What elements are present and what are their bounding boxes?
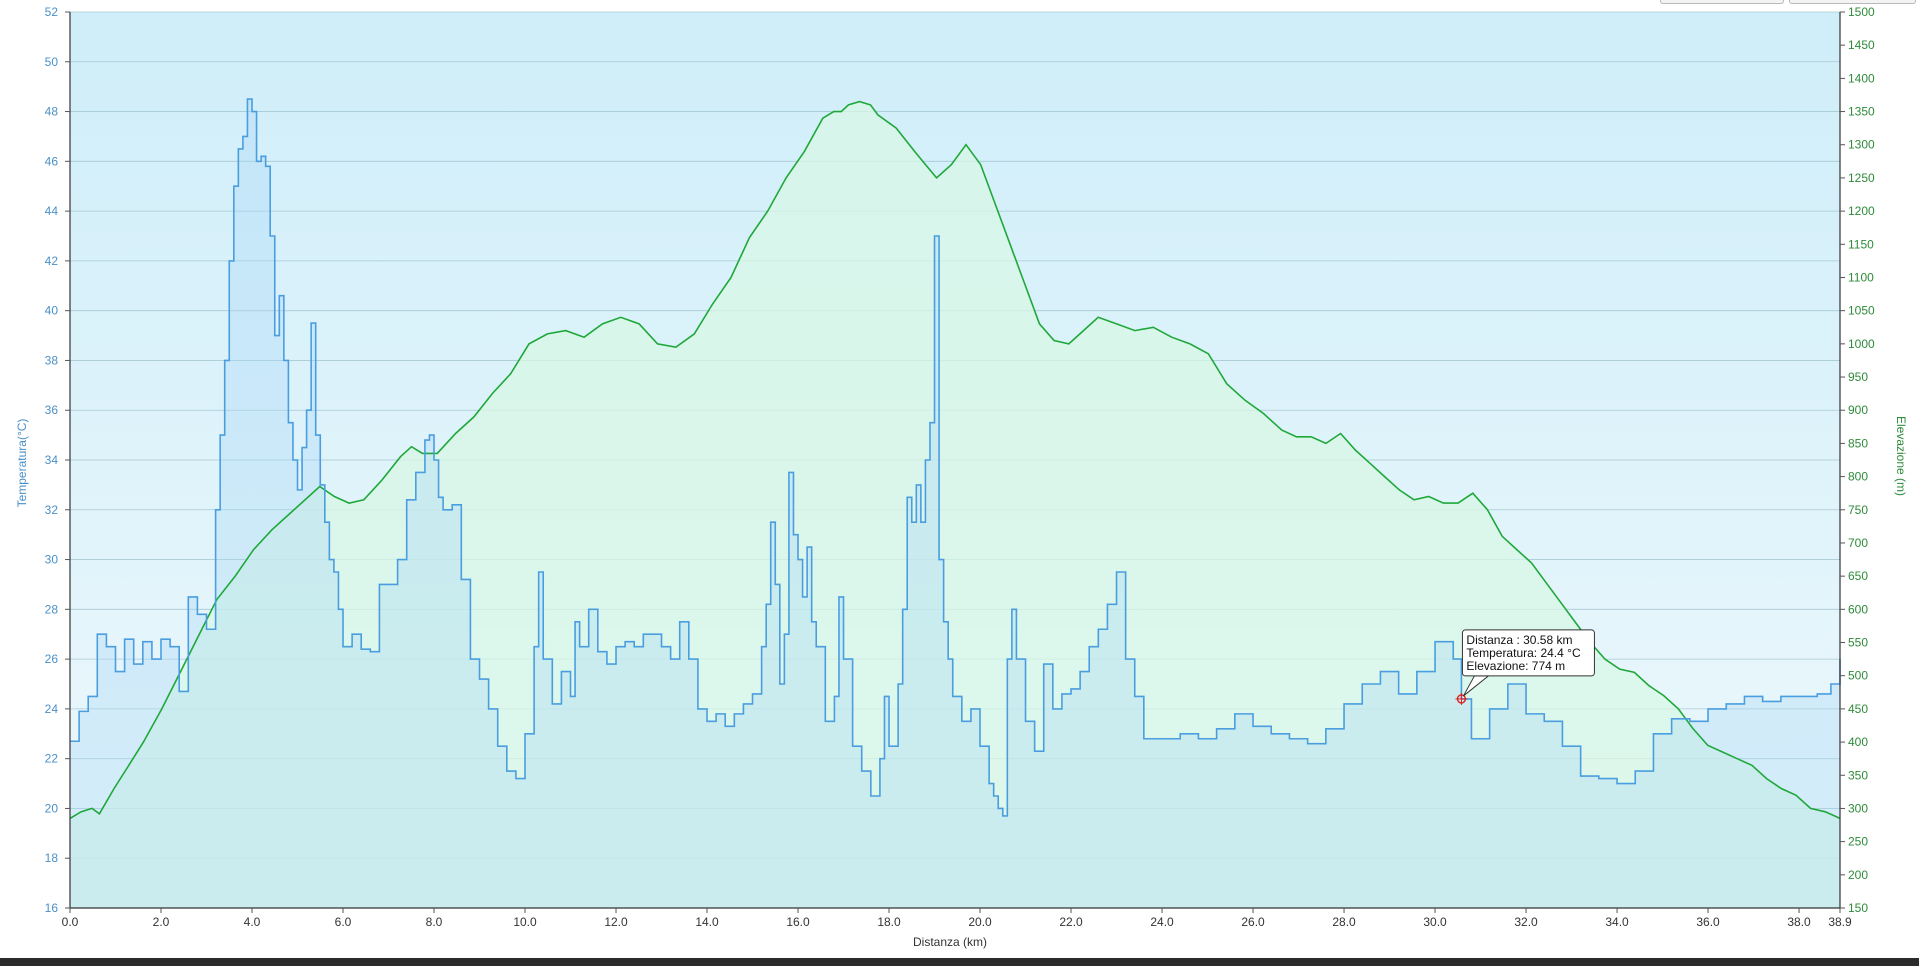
tick-label-x: 0.0 [62,915,79,929]
tick-label-right: 550 [1848,636,1868,650]
tick-label-right: 300 [1848,801,1868,815]
tick-label-left: 48 [45,105,59,119]
tick-label-right: 1050 [1848,304,1875,318]
tooltip-distance: Distanza : 30.58 km [1466,633,1572,647]
tick-label-x: 2.0 [153,915,170,929]
tick-label-x: 28.0 [1332,915,1356,929]
tick-label-x: 36.0 [1696,915,1720,929]
tick-label-left: 24 [45,702,59,716]
tick-label-right: 350 [1848,768,1868,782]
left-axis-ticks: 16 18 20 22 24 26 28 30 32 34 36 38 40 42 44 46 48 50 52 [45,5,70,915]
tick-label-right: 1500 [1848,5,1875,19]
tick-label-right: 250 [1848,835,1868,849]
tick-label-x: 18.0 [877,915,901,929]
elevation-area [70,101,1840,909]
x-axis-ticks: 0.0 2.0 4.0 6.0 8.0 10.0 12.0 14.0 16.0 18.0 20.0 2… [62,908,1852,929]
temperature-line[interactable] [70,98,1841,817]
tick-label-x: 38.0 [1787,915,1811,929]
tick-label-right: 450 [1848,702,1868,716]
left-axis-title: Temperatura(°C) [15,419,29,508]
right-axis-ticks: 150 200 250 300 350 400 450 500 550 600 650 700 750 8… [1840,5,1875,915]
tick-label-right: 600 [1848,602,1868,616]
tick-label-right: 650 [1848,569,1868,583]
tick-label-right: 900 [1848,403,1868,417]
tick-label-x: 6.0 [335,915,352,929]
tick-label-x: 20.0 [968,915,992,929]
tick-label-x: 8.0 [426,915,443,929]
tick-label-left: 50 [45,55,59,69]
tick-label-left: 16 [45,901,59,915]
elevation-line[interactable] [69,100,1841,820]
tick-label-right: 1350 [1848,105,1875,119]
tick-label-right: 400 [1848,735,1868,749]
tick-label-x: 24.0 [1150,915,1174,929]
bottom-bar [0,958,1919,966]
tick-label-right: 850 [1848,436,1868,450]
tick-label-right: 1200 [1848,204,1875,218]
tick-label-left: 42 [45,254,59,268]
tick-label-right: 1250 [1848,171,1875,185]
tooltip-elevation: Elevazione: 774 m [1466,659,1565,673]
tick-label-right: 750 [1848,503,1868,517]
tick-label-left: 18 [45,851,59,865]
tick-label-x: 22.0 [1059,915,1083,929]
tooltip-temperature: Temperatura: 24.4 °C [1466,646,1581,660]
tick-label-x: 38.9 [1828,915,1852,929]
tick-label-right: 1000 [1848,337,1875,351]
tick-label-x: 26.0 [1241,915,1265,929]
tick-label-right: 800 [1848,470,1868,484]
toolbar-button-left[interactable] [1660,0,1784,4]
tick-label-x: 32.0 [1514,915,1538,929]
tick-label-left: 32 [45,503,59,517]
tick-label-left: 40 [45,304,59,318]
tick-label-x: 12.0 [604,915,628,929]
tick-label-right: 1400 [1848,71,1875,85]
tick-label-left: 46 [45,154,59,168]
tick-label-left: 28 [45,602,59,616]
tick-label-left: 52 [45,5,59,19]
toolbar-button-right[interactable] [1789,0,1916,4]
tick-label-right: 1100 [1848,270,1874,284]
tick-label-x: 10.0 [513,915,537,929]
tick-label-left: 22 [45,752,59,766]
tick-label-right: 1150 [1848,237,1874,251]
tick-label-x: 4.0 [244,915,261,929]
tick-label-right: 700 [1848,536,1868,550]
tick-label-left: 36 [45,403,59,417]
tick-label-right: 200 [1848,868,1868,882]
tooltip-box [1461,629,1595,677]
tick-label-x: 16.0 [786,915,810,929]
tick-label-left: 26 [45,652,59,666]
tick-label-right: 1450 [1848,38,1875,52]
tick-label-left: 38 [45,353,59,367]
temperature-area [70,99,1840,909]
tick-label-left: 20 [45,801,59,815]
right-axis-title: Elevazione (m) [1894,416,1908,496]
tick-label-left: 34 [45,453,59,467]
tick-label-right: 1300 [1848,138,1875,152]
tick-label-right: 500 [1848,669,1868,683]
tick-label-right: 950 [1848,370,1868,384]
tick-label-x: 14.0 [695,915,719,929]
x-axis-title: Distanza (km) [913,935,987,949]
tick-label-left: 30 [45,553,59,567]
tick-label-x: 30.0 [1423,915,1447,929]
tick-label-right: 150 [1848,901,1868,915]
tick-label-left: 44 [45,204,59,218]
hover-tooltip: Distanza : 30.58 km Temperatura: 24.4 °C… [1455,629,1595,705]
tick-label-x: 34.0 [1605,915,1629,929]
